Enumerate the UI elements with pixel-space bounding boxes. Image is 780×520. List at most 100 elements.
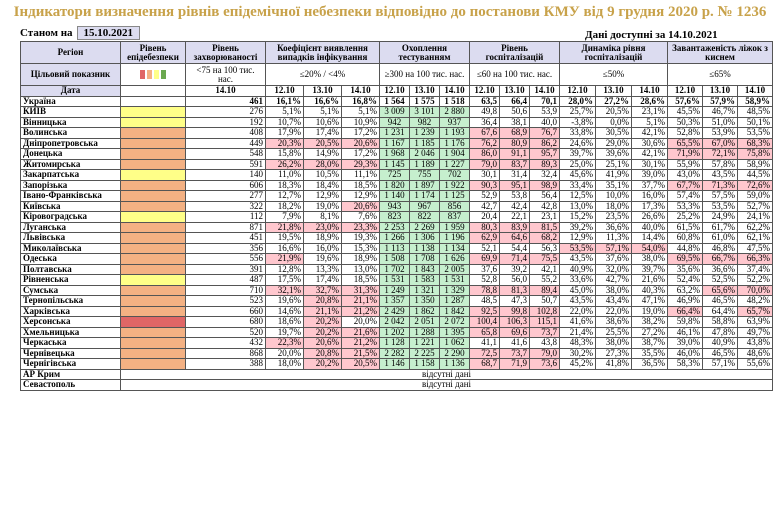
date-det-1: 12.10 — [265, 85, 304, 97]
table-row: Івано-Франківська 277 12,7% 12,9% 12,9% 1 140… — [20, 190, 774, 202]
testing-value: 1 329 — [439, 284, 470, 296]
table-row: Київська 322 18,2% 19,0% 20,6% 943 967 856 42,7 4… — [20, 200, 774, 212]
dyn-value: 41,6% — [559, 316, 597, 328]
testing-value: 1 193 — [439, 127, 470, 139]
dyn-value: 13,0% — [559, 200, 597, 212]
hosp-value: 79,0 — [469, 158, 500, 170]
beds-value: 43,0% — [667, 169, 704, 181]
detection-value: 21,2% — [341, 305, 380, 317]
testing-value: 1 531 — [379, 274, 410, 286]
beds-value: 70,0% — [737, 284, 774, 296]
beds-value: 52,7% — [737, 200, 774, 212]
hosp-value: 89,3 — [528, 158, 561, 170]
detection-value: 17,4% — [303, 274, 342, 286]
beds-value: 65,5% — [667, 137, 704, 149]
detection-value: 32,7% — [303, 284, 342, 296]
level-indicator — [120, 242, 186, 254]
dyn-value: 28,0% — [559, 95, 597, 107]
testing-value: 1 350 — [409, 295, 440, 307]
beds-value: 63,9% — [737, 316, 774, 328]
beds-value: 57,9% — [702, 95, 739, 107]
beds-value: 62,2% — [737, 221, 774, 233]
beds-value: 64,4% — [702, 305, 739, 317]
detection-value: 20,3% — [265, 137, 304, 149]
dyn-value: 22,0% — [559, 305, 597, 317]
dyn-value: 25,5% — [595, 326, 633, 338]
dyn-value: 12,9% — [559, 232, 597, 244]
dyn-value: 47,1% — [631, 295, 669, 307]
beds-value: 46,5% — [702, 347, 739, 359]
detection-value: 12,9% — [341, 190, 380, 202]
table-row: Миколаївська 356 16,6% 16,0% 15,3% 1 113 1 138… — [20, 242, 774, 254]
dyn-value: 0,0% — [595, 116, 633, 128]
testing-value: 1 626 — [439, 253, 470, 265]
dyn-value: 35,1% — [595, 179, 633, 191]
dyn-value: 23,1% — [631, 106, 669, 118]
testing-value: 2 046 — [409, 148, 440, 160]
dyn-value: 39,7% — [631, 263, 669, 275]
testing-value: 1 062 — [439, 337, 470, 349]
beds-value: 46,7% — [702, 106, 739, 118]
beds-value: 62,1% — [737, 232, 774, 244]
dyn-value: 33,6% — [559, 274, 597, 286]
dyn-value: 43,5% — [559, 253, 597, 265]
detection-value: 19,0% — [303, 200, 342, 212]
dyn-value: 45,0% — [559, 284, 597, 296]
beds-value: 39,0% — [667, 337, 704, 349]
beds-value: 48,5% — [737, 106, 774, 118]
region-name: Полтавська — [20, 263, 121, 275]
hosp-value: 98,9 — [528, 179, 561, 191]
detection-value: 18,5% — [341, 274, 380, 286]
date-test-1: 12.10 — [379, 85, 410, 97]
legend-swatch — [154, 70, 159, 80]
date-label: Дата — [20, 85, 121, 97]
no-data-cell: відсутні дані — [119, 379, 774, 391]
region-name: КИЇВ — [20, 106, 121, 118]
detection-value: 16,6% — [265, 242, 304, 254]
dyn-value: 20,5% — [595, 106, 633, 118]
incidence-value: 277 — [185, 190, 266, 202]
detection-value: 19,6% — [265, 295, 304, 307]
testing-value: 1 136 — [439, 358, 470, 370]
table-row: АР Крим відсутні дані — [20, 368, 774, 380]
region-name: Одеська — [20, 253, 121, 265]
level-indicator — [120, 305, 186, 317]
hosp-value: 41,1 — [469, 337, 500, 349]
detection-value: 19,5% — [265, 232, 304, 244]
testing-value: 1 820 — [379, 179, 410, 191]
testing-value: 1 176 — [439, 137, 470, 149]
detection-value: 23,0% — [303, 221, 342, 233]
date-hosp-2: 13.10 — [499, 85, 530, 97]
beds-value: 46,9% — [667, 295, 704, 307]
level-indicator — [120, 116, 186, 128]
detection-value: 18,9% — [341, 253, 380, 265]
dyn-value: 33,8% — [559, 127, 597, 139]
testing-value: 837 — [439, 211, 470, 223]
level-indicator — [120, 263, 186, 275]
beds-value: 46,5% — [702, 295, 739, 307]
detection-value: 26,2% — [265, 158, 304, 170]
testing-value: 1 202 — [379, 326, 410, 338]
detection-value: 11,0% — [265, 169, 304, 181]
testing-value: 1 862 — [409, 305, 440, 317]
detection-value: 13,3% — [303, 263, 342, 275]
level-indicator — [120, 295, 186, 307]
beds-value: 65,7% — [737, 305, 774, 317]
dyn-value: 16,0% — [631, 190, 669, 202]
region-name: Сумська — [20, 284, 121, 296]
hosp-value: 69,6 — [499, 326, 530, 338]
table-row: Житомирська 591 26,2% 28,0% 29,3% 1 145 1 189 1… — [20, 158, 774, 170]
region-name: Луганська — [20, 221, 121, 233]
dyn-value: 43,4% — [595, 295, 633, 307]
beds-value: 53,5% — [702, 200, 739, 212]
region-name: Рівненська — [20, 274, 121, 286]
beds-value: 71,9% — [667, 148, 704, 160]
testing-value: 1 221 — [409, 337, 440, 349]
testing-value: 1 287 — [439, 295, 470, 307]
beds-value: 46,1% — [667, 326, 704, 338]
hosp-value: 99,8 — [499, 305, 530, 317]
level-indicator — [120, 337, 186, 349]
testing-value: 1 508 — [379, 253, 410, 265]
level-indicator — [120, 211, 186, 223]
hosp-value: 73,7 — [528, 326, 561, 338]
